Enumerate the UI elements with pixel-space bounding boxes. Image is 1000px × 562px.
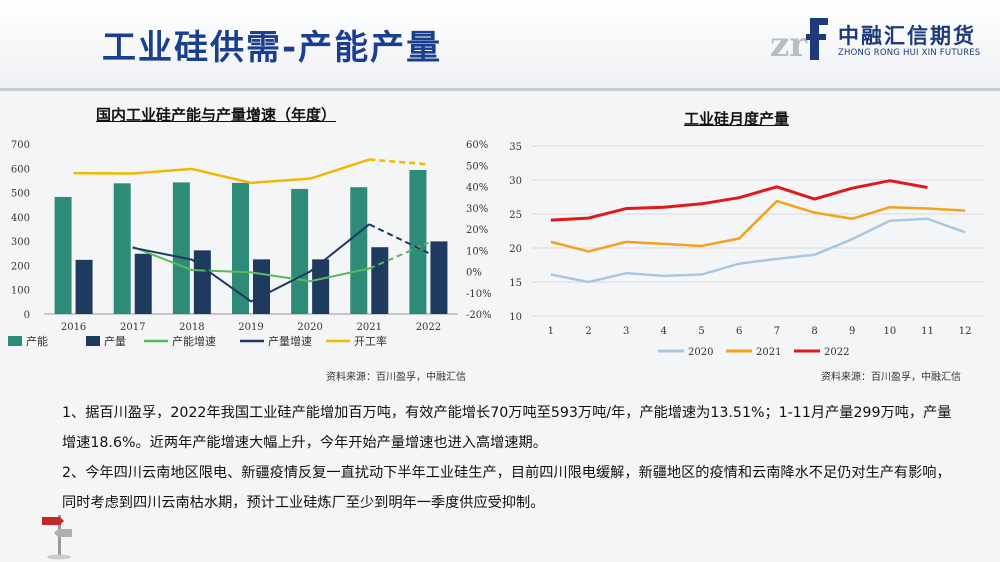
legend-label: 2022 xyxy=(824,347,849,358)
bar-output xyxy=(371,247,389,314)
header-divider xyxy=(0,88,1000,91)
bar-capacity xyxy=(409,169,427,314)
source-monthly: 资料来源：百川盈孚，中融汇信 xyxy=(821,372,961,383)
legend-swatch xyxy=(86,336,100,346)
y2-tick-label: 30% xyxy=(466,204,488,215)
legend-label: 产能增速 xyxy=(172,334,216,348)
y2-tick-label: 10% xyxy=(466,246,488,257)
y-tick-label: 0 xyxy=(24,310,30,321)
bar-output xyxy=(134,253,152,314)
page-title: 工业硅供需-产能产量 xyxy=(102,28,443,68)
bar-capacity xyxy=(172,182,190,314)
chart-title-annual: 国内工业硅产能与产量增速（年度） xyxy=(96,106,337,124)
x-tick-label: 2017 xyxy=(120,322,145,333)
bar-output xyxy=(253,259,270,314)
source-annual: 资料来源：百川盈孚，中融汇信 xyxy=(326,372,466,383)
x-tick-label: 4 xyxy=(661,326,667,337)
paragraph-2: 2、今年四川云南地区限电、新疆疫情反复一直扰动下半年工业硅生产，目前四川限电缓解… xyxy=(62,465,951,511)
y2-tick-label: 20% xyxy=(466,225,488,236)
bar-output xyxy=(312,259,330,314)
bar-output xyxy=(193,250,211,314)
legend-label: 产量 xyxy=(104,334,126,348)
company-logo: zr 中融汇信期货 ZHONG RONG HUI XIN FUTURES xyxy=(768,8,993,68)
legend-swatch xyxy=(8,336,22,346)
y-tick-label: 700 xyxy=(11,140,30,151)
paragraph-1: 1、据百川盈孚，2022年我国工业硅产能增加百万吨，有效产能增长70万吨至593… xyxy=(62,405,952,451)
x-tick-label: 2016 xyxy=(61,322,86,333)
logo-en-text: ZHONG RONG HUI XIN FUTURES xyxy=(838,48,981,58)
bar-output xyxy=(430,241,448,314)
x-tick-label: 8 xyxy=(811,326,817,337)
bar-capacity xyxy=(291,188,309,314)
y2-tick-label: 40% xyxy=(466,183,488,194)
bar-capacity xyxy=(232,182,249,314)
x-tick-label: 5 xyxy=(698,326,704,337)
y-tick-label: 10 xyxy=(509,312,522,323)
zrf-logo-icon: zr xyxy=(770,18,828,65)
legend-label: 开工率 xyxy=(354,334,387,348)
y-tick-label: 300 xyxy=(11,237,30,248)
annual-capacity-chart: 0 100 200 300 400 500 600 700 -20% -10% 0% 10% 20% 30… xyxy=(8,140,492,348)
y2-tick-label: 50% xyxy=(466,161,488,172)
y-tick-label: 30 xyxy=(509,176,522,187)
legend-label: 2021 xyxy=(756,347,781,358)
y-tick-label: 35 xyxy=(509,142,522,153)
x-tick-label: 3 xyxy=(623,326,629,337)
x-tick-label: 2019 xyxy=(238,322,263,333)
y-tick-label: 200 xyxy=(11,261,30,272)
line-2021 xyxy=(550,199,966,253)
header-band xyxy=(0,0,1000,90)
logo-cn-text: 中融汇信期货 xyxy=(838,24,976,48)
x-tick-label: 2022 xyxy=(416,322,441,333)
x-tick-label: 2020 xyxy=(297,322,322,333)
line-utilization-forecast xyxy=(369,158,429,166)
y-tick-label: 15 xyxy=(509,278,522,289)
y-tick-label: 20 xyxy=(509,244,522,255)
y-tick-label: 400 xyxy=(11,213,30,224)
bar-capacity xyxy=(54,196,72,314)
x-tick-label: 9 xyxy=(849,326,855,337)
y-tick-label: 600 xyxy=(11,164,30,175)
legend-label: 2020 xyxy=(688,347,713,358)
line-2022 xyxy=(550,179,928,222)
x-tick-label: 2018 xyxy=(179,322,204,333)
line-output-growth xyxy=(132,223,370,303)
line-capacity-growth xyxy=(132,245,370,283)
y2-tick-label: 60% xyxy=(466,140,488,151)
legend-label: 产量增速 xyxy=(268,334,312,348)
x-tick-label: 2 xyxy=(585,326,591,337)
line-2020 xyxy=(550,217,966,284)
bar-output xyxy=(75,259,93,314)
line-utilization xyxy=(73,158,370,185)
x-tick-label: 1 xyxy=(548,326,554,337)
chart-title-monthly: 工业硅月度产量 xyxy=(684,110,790,128)
x-tick-label: 6 xyxy=(736,326,742,337)
y2-tick-label: -20% xyxy=(466,310,492,321)
svg-text:zr: zr xyxy=(770,25,808,65)
bar-capacity xyxy=(113,183,131,314)
y-tick-label: 100 xyxy=(11,286,30,297)
y2-tick-label: 0% xyxy=(466,268,482,279)
y-tick-label: 500 xyxy=(11,189,30,200)
x-tick-label: 12 xyxy=(959,326,972,337)
line-capacity-growth-forecast xyxy=(368,241,429,270)
x-tick-label: 11 xyxy=(921,326,934,337)
line-output-growth-forecast xyxy=(368,223,429,254)
signpost-icon xyxy=(42,515,72,560)
y-tick-label: 25 xyxy=(509,210,522,221)
y2-tick-label: -10% xyxy=(466,289,492,300)
x-tick-label: 2021 xyxy=(357,322,382,333)
x-tick-label: 10 xyxy=(883,326,896,337)
bar-capacity xyxy=(350,187,368,314)
x-tick-label: 7 xyxy=(774,326,780,337)
legend-label: 产能 xyxy=(26,334,48,348)
